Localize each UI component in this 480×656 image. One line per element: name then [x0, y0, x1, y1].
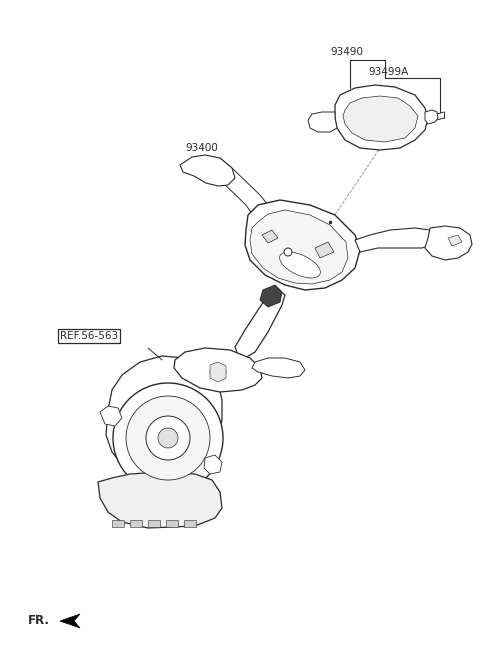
- Circle shape: [284, 248, 292, 256]
- Polygon shape: [335, 85, 428, 150]
- Text: 1229AA: 1229AA: [268, 223, 309, 233]
- Polygon shape: [245, 200, 360, 290]
- Polygon shape: [355, 228, 435, 252]
- Circle shape: [146, 416, 190, 460]
- Polygon shape: [180, 155, 235, 186]
- Polygon shape: [448, 235, 462, 246]
- Text: 93499A: 93499A: [368, 67, 408, 77]
- Circle shape: [113, 383, 223, 493]
- Circle shape: [158, 428, 178, 448]
- Polygon shape: [208, 158, 270, 218]
- Polygon shape: [184, 520, 196, 527]
- Circle shape: [210, 364, 226, 380]
- Polygon shape: [174, 348, 262, 392]
- Circle shape: [126, 396, 210, 480]
- Polygon shape: [204, 455, 222, 474]
- Polygon shape: [130, 520, 142, 527]
- Polygon shape: [308, 112, 337, 132]
- Polygon shape: [210, 362, 226, 382]
- Polygon shape: [98, 472, 222, 528]
- Polygon shape: [425, 226, 472, 260]
- Polygon shape: [148, 520, 160, 527]
- Polygon shape: [315, 242, 334, 258]
- Text: 93400: 93400: [185, 143, 218, 153]
- Polygon shape: [425, 110, 438, 124]
- Text: FR.: FR.: [28, 613, 50, 626]
- Polygon shape: [235, 290, 285, 358]
- Polygon shape: [166, 520, 178, 527]
- Text: REF.56-563: REF.56-563: [60, 331, 118, 341]
- Polygon shape: [262, 230, 278, 243]
- Polygon shape: [252, 358, 305, 378]
- Ellipse shape: [280, 252, 320, 278]
- Polygon shape: [343, 96, 418, 142]
- Polygon shape: [260, 285, 282, 307]
- Polygon shape: [100, 406, 122, 426]
- Polygon shape: [106, 356, 222, 482]
- Polygon shape: [112, 520, 124, 527]
- Polygon shape: [250, 210, 348, 284]
- Polygon shape: [60, 614, 80, 628]
- Text: 93490: 93490: [330, 47, 363, 57]
